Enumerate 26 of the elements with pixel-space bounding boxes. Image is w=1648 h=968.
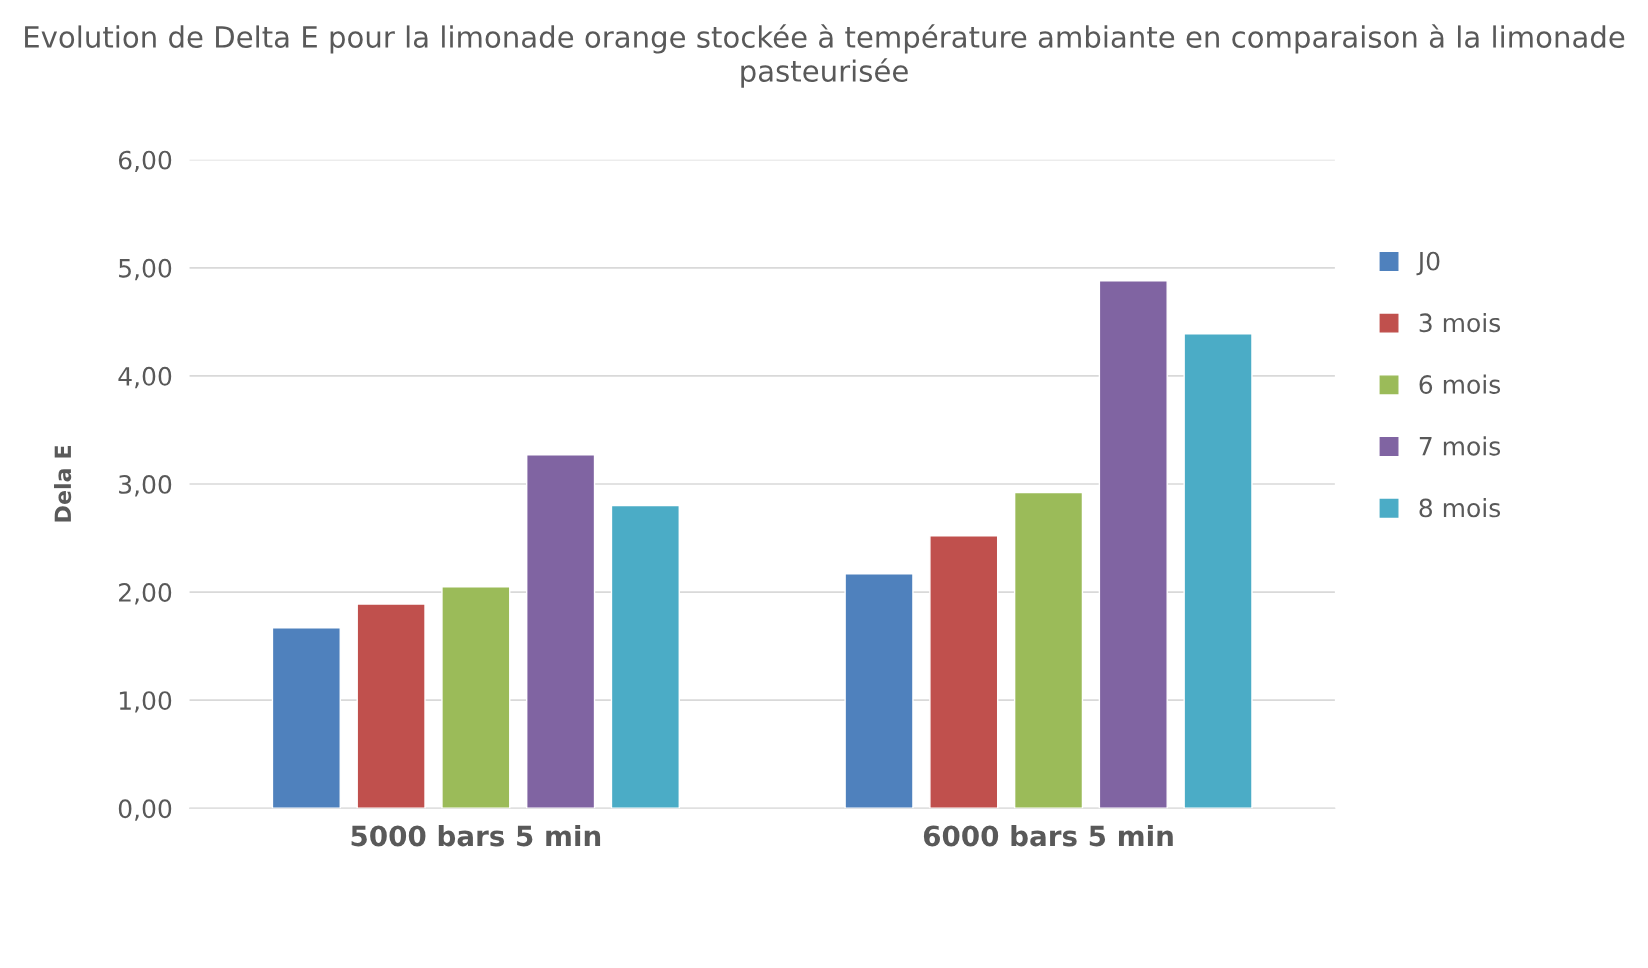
bar xyxy=(356,603,426,809)
y-axis-title: Dela E xyxy=(54,446,72,522)
bar xyxy=(526,454,596,809)
bar xyxy=(844,573,914,809)
y-tick-label: 2,00 xyxy=(119,583,172,605)
y-tick-label: 3,00 xyxy=(119,474,172,497)
legend-label: 6 mois xyxy=(1419,374,1501,394)
y-tick-label: 0,00 xyxy=(118,799,172,821)
x-tick-label: 6000 bars 5 min xyxy=(923,824,1173,847)
y-tick-label: 6,00 xyxy=(118,150,172,173)
y-tick-label: 1,00 xyxy=(119,691,172,713)
bar xyxy=(1098,280,1168,809)
legend-label: 3 mois xyxy=(1419,312,1501,333)
bar xyxy=(1013,491,1084,809)
y-tick-label: 5,00 xyxy=(119,258,172,281)
y-tick-label: 4,00 xyxy=(118,366,172,389)
bar xyxy=(271,627,341,809)
legend-label: 8 mois xyxy=(1419,498,1501,518)
x-tick-label: 5000 bars 5 min xyxy=(351,824,601,847)
bar xyxy=(929,535,999,809)
legend-label: 7 mois xyxy=(1419,436,1501,456)
bar xyxy=(1183,333,1253,809)
legend-label: J0 xyxy=(1416,251,1440,276)
bar xyxy=(441,585,511,809)
chart-title: Evolution de Delta E pour la limonade orange stockée à température ambiante en comparaison à la limonade pasteurisée xyxy=(25,24,1625,88)
bar xyxy=(610,504,680,809)
